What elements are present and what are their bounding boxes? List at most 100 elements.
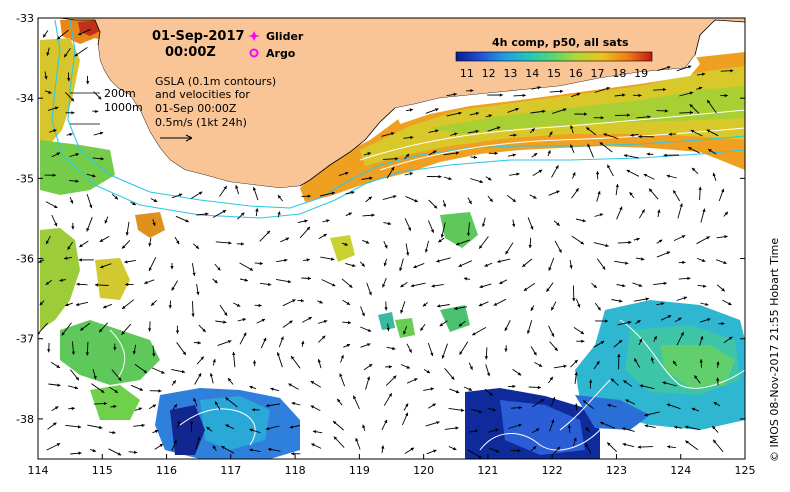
velocity-arrow xyxy=(215,320,227,324)
velocity-arrow xyxy=(212,209,227,218)
velocity-arrow xyxy=(716,361,720,368)
velocity-arrow xyxy=(386,166,395,179)
inner-west-coast-gap xyxy=(84,45,300,202)
velocity-arrow xyxy=(573,327,585,335)
velocity-arrow xyxy=(289,425,301,429)
velocity-arrow xyxy=(482,217,486,228)
velocity-arrow xyxy=(152,219,156,227)
velocity-arrow xyxy=(255,208,259,217)
velocity-arrow xyxy=(689,103,700,114)
velocity-arrow xyxy=(71,222,75,230)
velocity-arrow xyxy=(438,237,445,243)
velocity-arrow xyxy=(666,403,681,410)
description-line-3: 01-Sep 00:00Z xyxy=(155,102,237,115)
velocity-arrow xyxy=(677,203,683,219)
velocity-arrow xyxy=(712,172,717,181)
x-tick-label: 121 xyxy=(477,464,498,477)
velocity-arrow xyxy=(45,279,53,286)
velocity-arrow xyxy=(507,153,516,157)
isobath-label-1000m: 1000m xyxy=(104,101,143,114)
velocity-arrow xyxy=(212,278,218,284)
velocity-arrow xyxy=(195,436,201,450)
velocity-arrow xyxy=(699,335,704,346)
velocity-arrow xyxy=(570,92,581,98)
velocity-arrow xyxy=(47,342,51,353)
velocity-arrow xyxy=(227,377,234,385)
description-line-4: 0.5m/s (1kt 24h) xyxy=(155,116,247,129)
velocity-arrow xyxy=(532,428,540,434)
velocity-arrow xyxy=(636,115,651,119)
colorbar-tick-label: 17 xyxy=(591,67,605,80)
velocity-arrow xyxy=(125,282,134,287)
velocity-arrow xyxy=(575,218,586,223)
velocity-arrow xyxy=(668,132,677,136)
velocity-arrow xyxy=(485,364,490,377)
map-time: 00:00Z xyxy=(165,45,216,60)
velocity-arrow xyxy=(470,178,484,184)
velocity-arrow xyxy=(676,65,692,72)
velocity-arrow xyxy=(400,364,411,369)
velocity-arrow xyxy=(629,191,635,199)
velocity-arrow xyxy=(237,212,245,220)
velocity-arrow xyxy=(512,219,516,228)
velocity-arrow xyxy=(151,367,165,374)
velocity-arrow xyxy=(278,336,284,348)
colorbar-tick-label: 18 xyxy=(612,67,626,80)
velocity-arrow xyxy=(440,222,446,238)
velocity-arrow xyxy=(706,129,719,137)
velocity-arrow xyxy=(99,236,110,243)
velocity-arrow xyxy=(133,423,145,428)
velocity-arrow xyxy=(265,425,280,431)
velocity-arrow xyxy=(50,361,61,369)
velocity-arrow xyxy=(360,306,365,317)
y-tick-label: -34 xyxy=(16,92,34,105)
velocity-arrow xyxy=(510,406,522,410)
velocity-arrow xyxy=(154,443,164,450)
x-tick-label: 117 xyxy=(220,464,241,477)
velocity-arrow xyxy=(86,193,93,209)
velocity-arrow xyxy=(121,299,134,310)
velocity-arrow xyxy=(194,372,202,385)
x-tick-label: 118 xyxy=(285,464,306,477)
velocity-arrow xyxy=(591,282,598,289)
velocity-arrow xyxy=(718,322,725,326)
velocity-arrow xyxy=(616,284,626,288)
velocity-arrow xyxy=(607,164,614,177)
velocity-arrow xyxy=(585,443,592,454)
velocity-arrow xyxy=(310,405,321,411)
velocity-arrow xyxy=(617,240,632,245)
velocity-arrow xyxy=(235,185,240,195)
velocity-arrow xyxy=(528,385,541,390)
velocity-arrow xyxy=(458,320,466,327)
velocity-arrow xyxy=(596,258,606,270)
velocity-arrow xyxy=(646,152,654,156)
velocity-arrow xyxy=(221,445,235,454)
velocity-arrow xyxy=(554,364,567,369)
velocity-arrow xyxy=(406,378,418,384)
velocity-arrow xyxy=(716,377,720,386)
velocity-arrow xyxy=(381,132,395,137)
sst-patch-mid-green-3 xyxy=(395,318,415,338)
velocity-arrow xyxy=(400,282,408,288)
velocity-arrow xyxy=(342,299,351,306)
velocity-arrow xyxy=(403,326,408,335)
velocity-arrow xyxy=(381,445,385,453)
velocity-arrow xyxy=(42,30,49,38)
velocity-arrow xyxy=(626,169,640,177)
velocity-arrow xyxy=(427,342,434,357)
velocity-arrow xyxy=(657,209,661,218)
velocity-arrow xyxy=(362,424,366,431)
velocity-arrow xyxy=(549,89,564,93)
velocity-arrow xyxy=(44,90,52,94)
velocity-arrow xyxy=(66,132,73,137)
velocity-arrow xyxy=(489,447,500,453)
velocity-arrow xyxy=(685,440,699,451)
velocity-arrow xyxy=(69,197,74,204)
velocity-arrow xyxy=(571,172,576,179)
velocity-arrow xyxy=(644,424,656,429)
velocity-arrow xyxy=(595,319,609,323)
velocity-arrow xyxy=(488,428,499,433)
velocity-arrow xyxy=(382,277,387,288)
velocity-arrow xyxy=(51,152,61,158)
velocity-arrow xyxy=(576,339,585,343)
